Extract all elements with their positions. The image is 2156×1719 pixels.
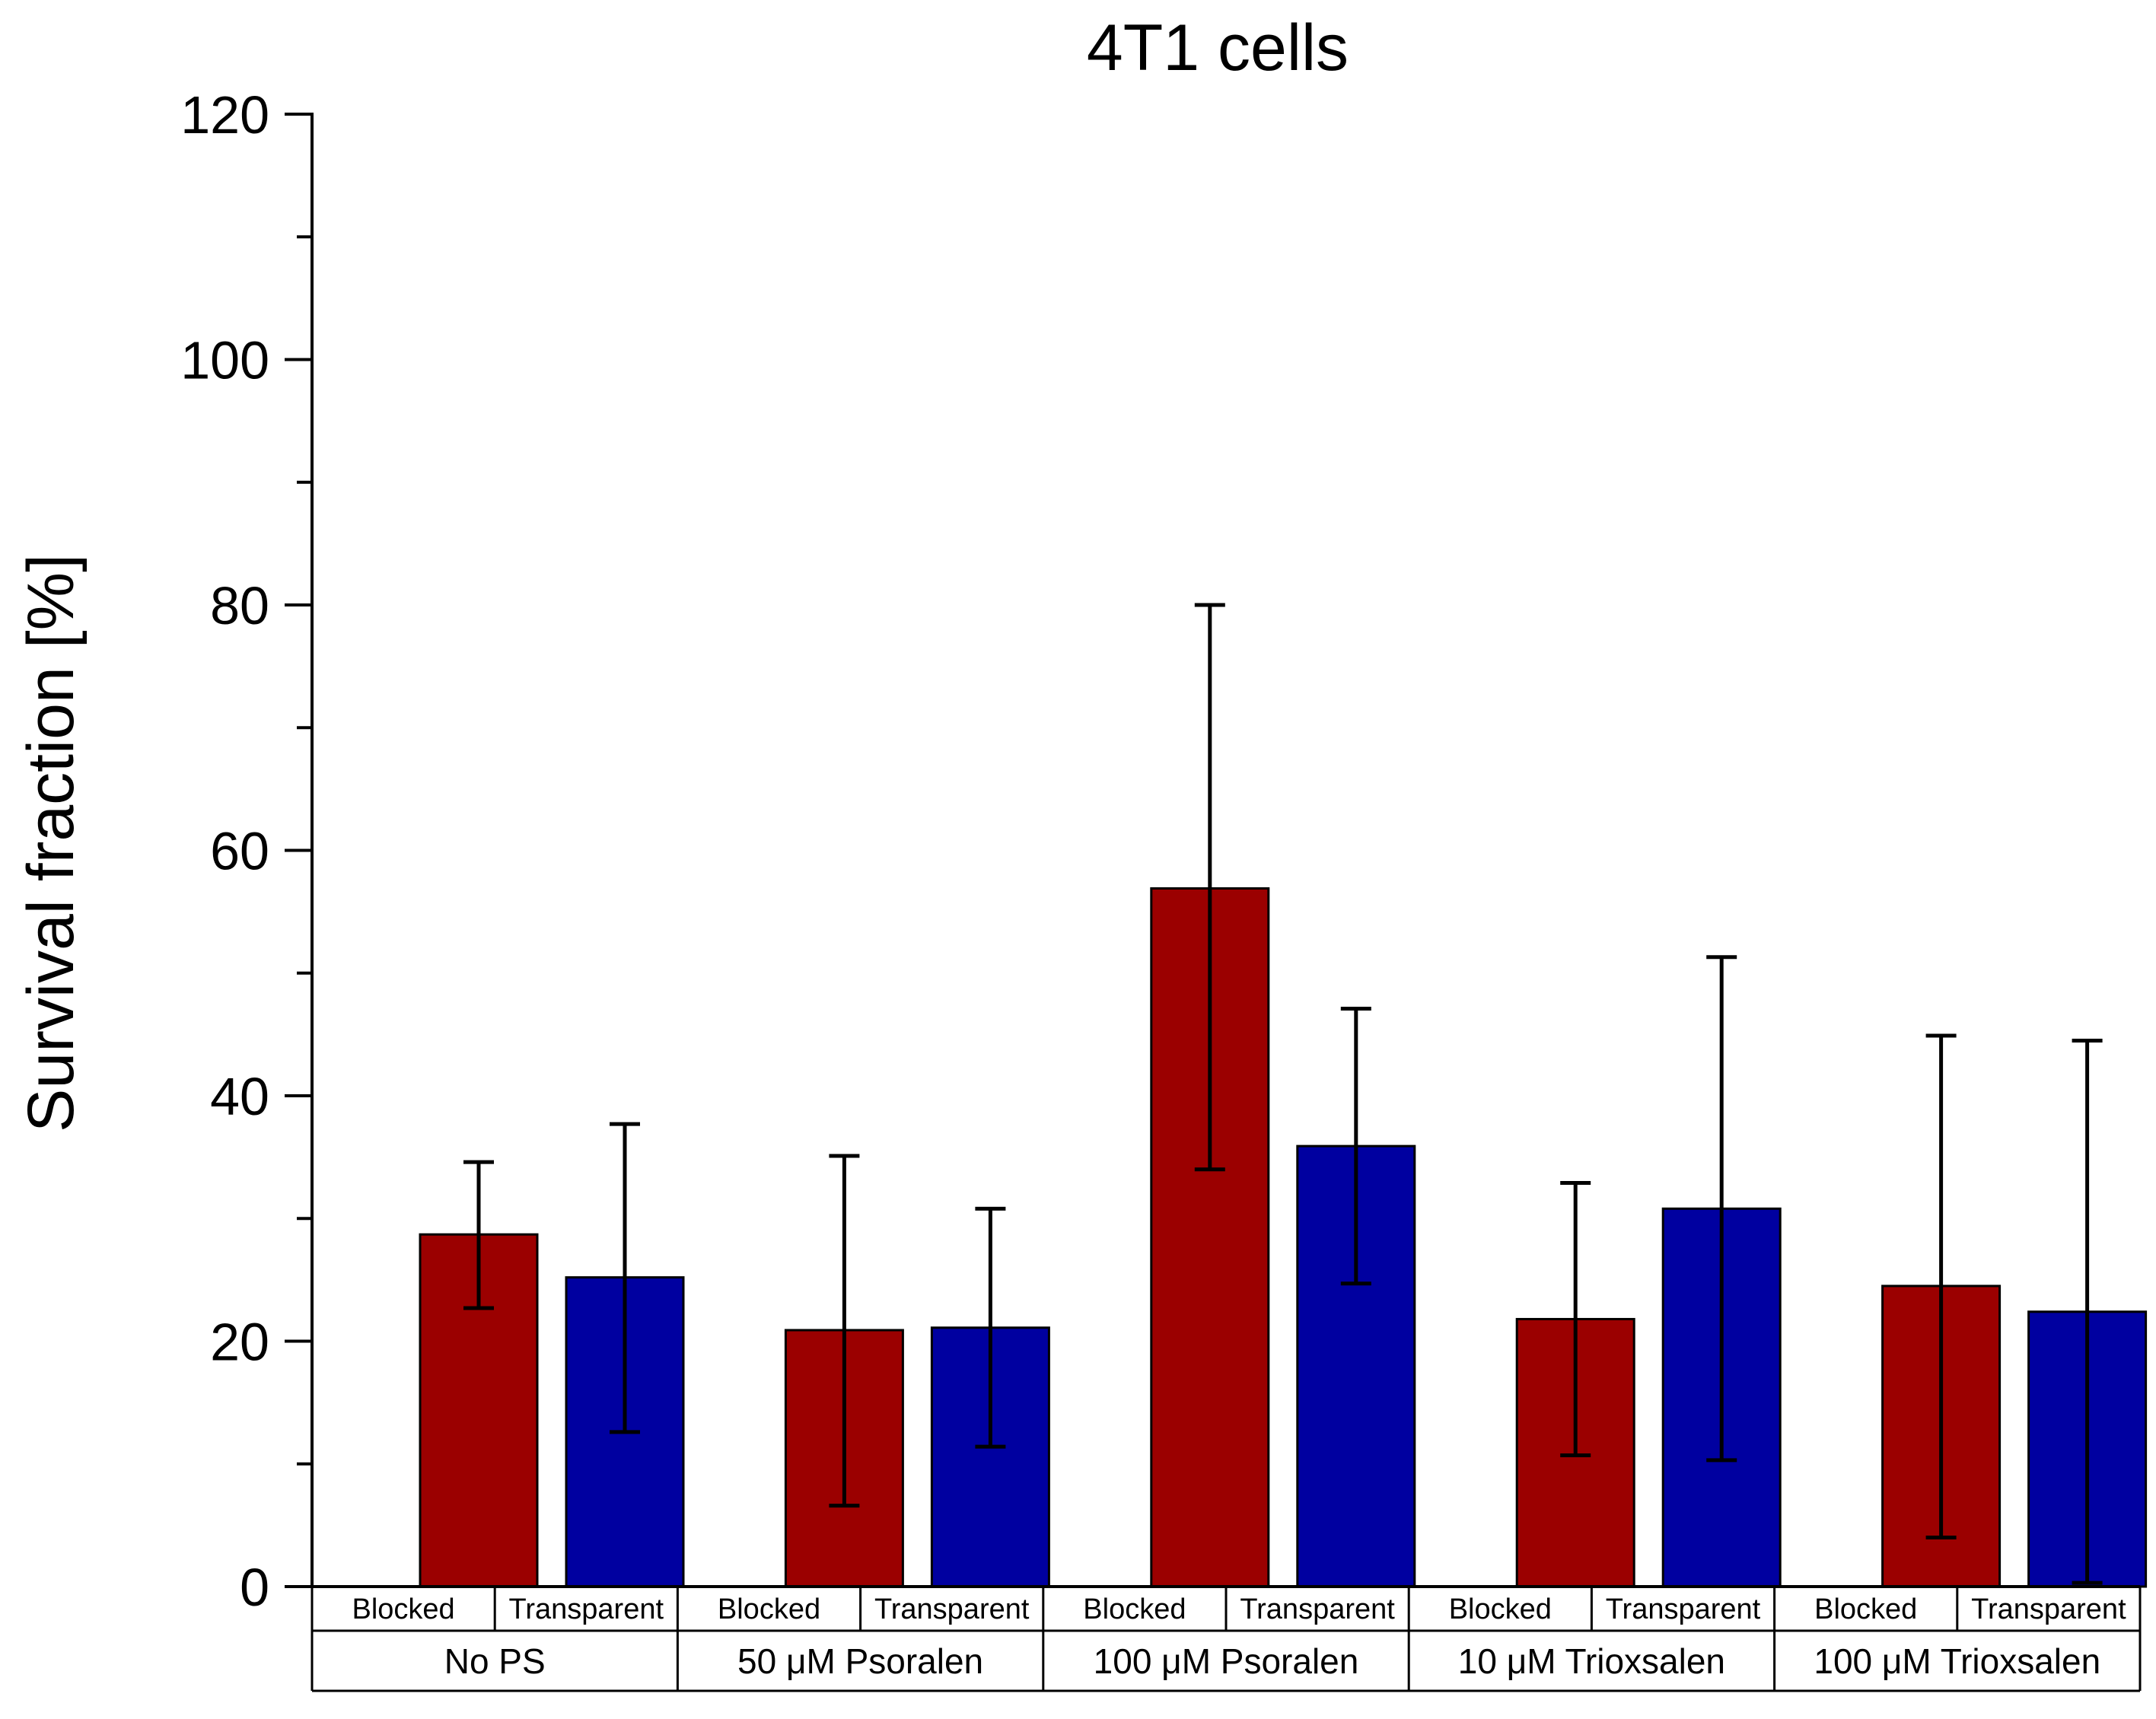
y-tick-label-20: 20: [210, 1313, 269, 1372]
group-label: 100 μM Psoralen: [1094, 1641, 1359, 1681]
group-label: 10 μM Trioxsalen: [1458, 1641, 1725, 1681]
y-tick-label-100: 100: [180, 331, 269, 390]
y-tick-label-60: 60: [210, 822, 269, 881]
y-tick-label-0: 0: [240, 1558, 269, 1617]
y-tick-label-40: 40: [210, 1067, 269, 1126]
condition-label-blocked: Blocked: [352, 1593, 454, 1625]
condition-label-transparent: Transparent: [1971, 1593, 2126, 1625]
category-table: Blocked Transparent No PS Blocked Transparen…: [311, 1587, 2142, 1692]
error-bars-layer: [463, 603, 2103, 1585]
y-tick-label-120: 120: [180, 85, 269, 145]
condition-label-blocked: Blocked: [718, 1593, 820, 1625]
condition-label-transparent: Transparent: [509, 1593, 664, 1625]
condition-label-transparent: Transparent: [1240, 1593, 1395, 1625]
condition-label-transparent: Transparent: [874, 1593, 1030, 1625]
chart-title: 4T1 cells: [1087, 11, 1349, 84]
y-axis-label: Survival fraction [%]: [14, 554, 88, 1132]
y-tick-label-80: 80: [210, 576, 269, 635]
condition-label-blocked: Blocked: [1083, 1593, 1186, 1625]
group-label: 100 μM Trioxsalen: [1814, 1641, 2100, 1681]
group-label: No PS: [444, 1641, 546, 1681]
bars-layer: [419, 887, 2148, 1588]
condition-label-transparent: Transparent: [1606, 1593, 1761, 1625]
condition-label-blocked: Blocked: [1814, 1593, 1917, 1625]
y-axis: 0 20 40 60 80 100 120: [180, 85, 2140, 1617]
group-label: 50 μM Psoralen: [737, 1641, 983, 1681]
condition-label-blocked: Blocked: [1449, 1593, 1552, 1625]
